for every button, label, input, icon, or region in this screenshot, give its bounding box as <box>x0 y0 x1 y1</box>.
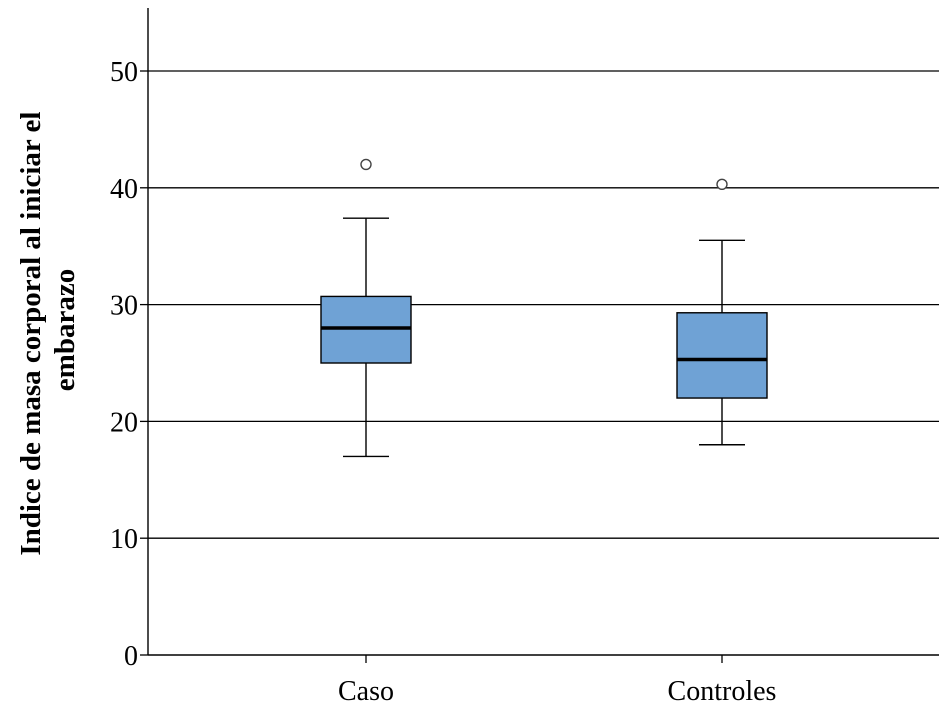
y-tick-label-30: 30 <box>110 291 138 322</box>
y-tick-label-50: 50 <box>110 57 138 88</box>
y-tick-label-20: 20 <box>110 407 138 438</box>
axes <box>140 8 939 663</box>
x-category-labels: Caso Controles <box>338 676 776 706</box>
gridlines <box>148 70 939 539</box>
y-axis-label-line-2: embarazo <box>49 269 81 391</box>
box-caso <box>320 295 412 364</box>
y-tick-label-0: 0 <box>124 641 138 672</box>
x-category-label-caso: Caso <box>338 676 394 706</box>
x-category-label-controles: Controles <box>668 676 777 706</box>
outlier-controles-0 <box>716 178 728 190</box>
y-tick-label-10: 10 <box>110 524 138 555</box>
y-axis-label-line-1: Indice de masa corporal al iniciar el <box>15 112 47 556</box>
y-tick-labels: 0 10 20 30 40 50 <box>110 57 138 672</box>
outlier-caso-0 <box>360 158 372 171</box>
y-axis-label: Indice de masa corporal al iniciar el em… <box>15 104 81 555</box>
box-controles <box>676 312 768 399</box>
y-tick-label-40: 40 <box>110 174 138 205</box>
boxes <box>320 158 768 458</box>
